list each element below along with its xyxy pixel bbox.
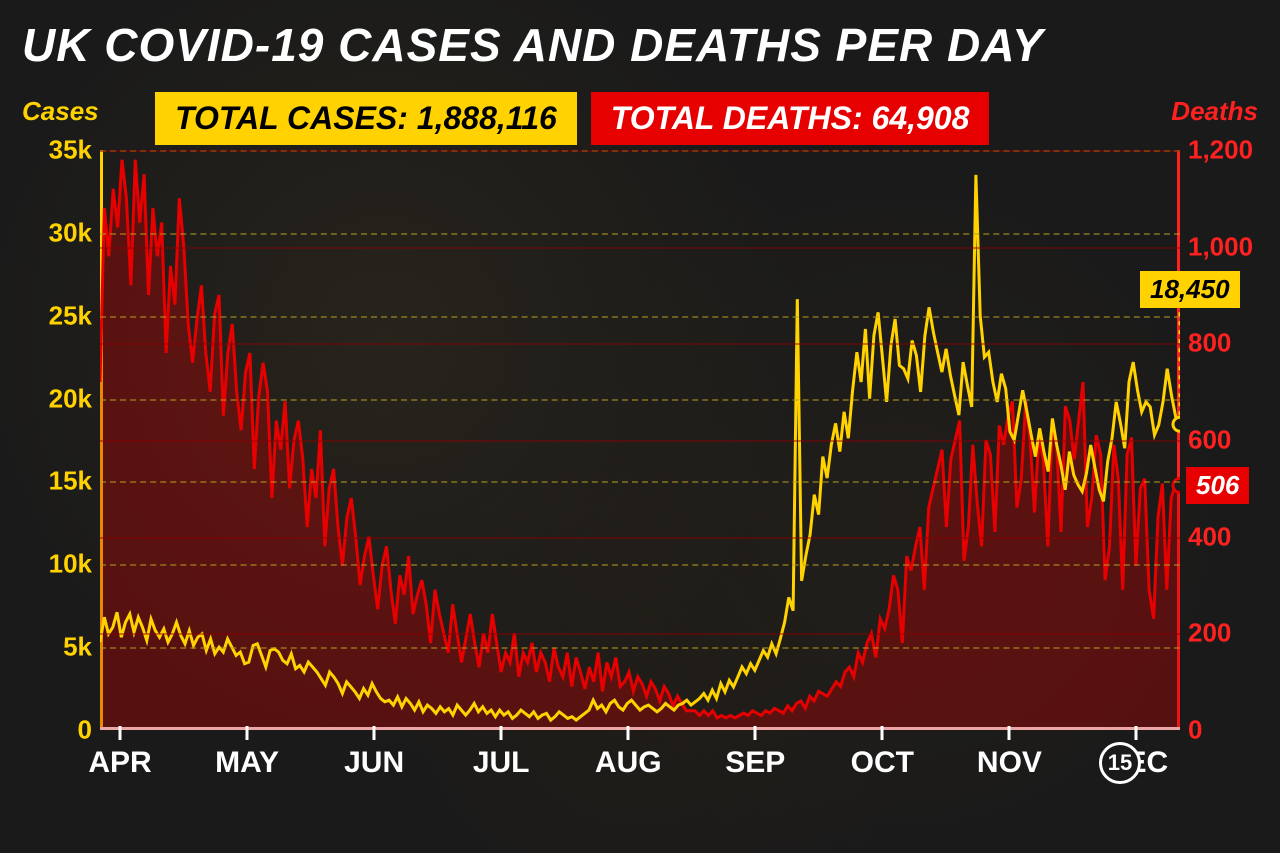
current-date-circle: 15 bbox=[1099, 742, 1141, 784]
plot-area: 05k10k15k20k25k30k35k02004006008001,0001… bbox=[100, 150, 1180, 730]
gridline-yellow bbox=[100, 316, 1180, 318]
x-tick: JUN bbox=[344, 746, 404, 780]
chart-container: UK COVID-19 CASES AND DEATHS PER DAY TOT… bbox=[0, 0, 1280, 853]
x-tick: AUG bbox=[595, 746, 662, 780]
total-cases-badge: TOTAL CASES: 1,888,116 bbox=[155, 92, 577, 145]
x-tick-mark bbox=[627, 726, 630, 740]
y-left-tick: 20k bbox=[22, 383, 92, 414]
totals-row: TOTAL CASES: 1,888,116 TOTAL DEATHS: 64,… bbox=[155, 92, 989, 145]
x-tick-mark bbox=[881, 726, 884, 740]
chart-title: UK COVID-19 CASES AND DEATHS PER DAY bbox=[22, 18, 1044, 72]
cases-end-label: 18,450 bbox=[1140, 271, 1240, 308]
y-left-tick: 25k bbox=[22, 300, 92, 331]
total-deaths-badge: TOTAL DEATHS: 64,908 bbox=[591, 92, 990, 145]
gridline-red bbox=[100, 633, 1180, 635]
gridline-red bbox=[100, 440, 1180, 442]
x-tick: APR bbox=[88, 746, 151, 780]
x-tick: OCT bbox=[851, 746, 914, 780]
y-right-tick: 0 bbox=[1188, 715, 1278, 746]
gridline-yellow bbox=[100, 399, 1180, 401]
gridline-red bbox=[100, 150, 1180, 152]
x-tick-mark bbox=[246, 726, 249, 740]
gridline-yellow bbox=[100, 481, 1180, 483]
x-tick: JUL bbox=[473, 746, 530, 780]
y-right-tick: 600 bbox=[1188, 425, 1278, 456]
y-left-tick: 10k bbox=[22, 549, 92, 580]
x-tick-mark bbox=[119, 726, 122, 740]
y-right-axis-title: Deaths bbox=[1171, 96, 1258, 127]
x-tick: MAY bbox=[215, 746, 279, 780]
x-tick-mark bbox=[754, 726, 757, 740]
x-tick-mark bbox=[500, 726, 503, 740]
deaths-end-label: 506 bbox=[1186, 467, 1249, 504]
x-tick-mark bbox=[373, 726, 376, 740]
y-left-tick: 5k bbox=[22, 632, 92, 663]
y-left-tick: 0 bbox=[22, 715, 92, 746]
x-tick-mark bbox=[1008, 726, 1011, 740]
x-tick-mark bbox=[1135, 726, 1138, 740]
gridline-yellow bbox=[100, 647, 1180, 649]
y-left-tick: 15k bbox=[22, 466, 92, 497]
gridline-red bbox=[100, 247, 1180, 249]
y-right-tick: 200 bbox=[1188, 618, 1278, 649]
x-tick: SEP bbox=[725, 746, 785, 780]
x-tick: NOV bbox=[977, 746, 1042, 780]
y-left-axis-title: Cases bbox=[22, 96, 99, 127]
gridline-red bbox=[100, 537, 1180, 539]
gridline-yellow bbox=[100, 233, 1180, 235]
y-right-tick: 1,000 bbox=[1188, 231, 1278, 262]
gridline-yellow bbox=[100, 564, 1180, 566]
y-right-tick: 1,200 bbox=[1188, 135, 1278, 166]
y-left-tick: 30k bbox=[22, 217, 92, 248]
y-right-tick: 400 bbox=[1188, 521, 1278, 552]
y-right-tick: 800 bbox=[1188, 328, 1278, 359]
deaths-area bbox=[100, 160, 1180, 730]
gridline-red bbox=[100, 343, 1180, 345]
y-left-tick: 35k bbox=[22, 135, 92, 166]
cases-end-marker bbox=[1173, 417, 1180, 431]
